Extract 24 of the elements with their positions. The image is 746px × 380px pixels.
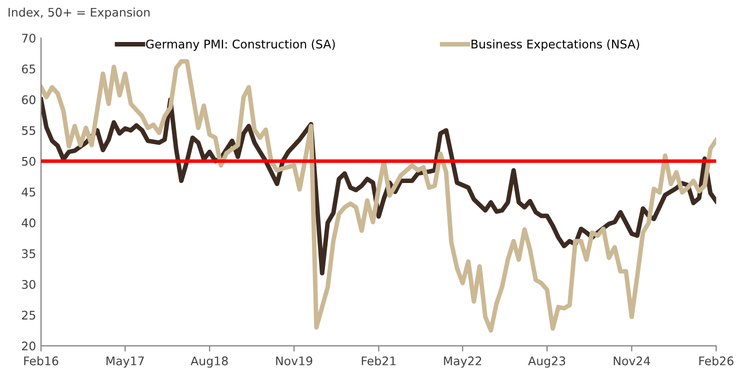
- y-tick-label: 70: [22, 34, 36, 43]
- y-tick-label: 40: [22, 218, 36, 228]
- x-tick-label: Aug18: [190, 356, 228, 368]
- y-tick-label: 65: [22, 64, 36, 74]
- legend-label: Business Expectations (NSA): [472, 39, 640, 51]
- legend-label: Germany PMI: Construction (SA): [146, 39, 335, 51]
- x-tick-label: Nov24: [614, 356, 650, 366]
- x-tick-label: May17: [106, 356, 144, 368]
- y-tick-label: 45: [22, 188, 36, 197]
- y-tick-label: 60: [22, 95, 36, 104]
- x-tick-label: Nov19: [276, 356, 312, 366]
- x-tick-label: Feb21: [362, 356, 396, 366]
- line-series: [41, 59, 716, 333]
- y-axis-title: Index, 50+ = Expansion: [8, 8, 150, 20]
- y-tick-label: 55: [22, 126, 36, 135]
- y-tick-label: 25: [22, 310, 36, 320]
- y-tick-label: 20: [22, 342, 36, 350]
- x-tick-label: Feb26: [699, 356, 734, 366]
- y-tick-label: 30: [22, 280, 36, 289]
- y-tick-label: 50: [22, 156, 36, 166]
- x-tick-label: May22: [444, 356, 482, 368]
- x-tick-label: Feb16: [24, 356, 58, 366]
- y-tick-label: 35: [22, 249, 36, 258]
- x-tick-label: Aug23: [528, 356, 566, 368]
